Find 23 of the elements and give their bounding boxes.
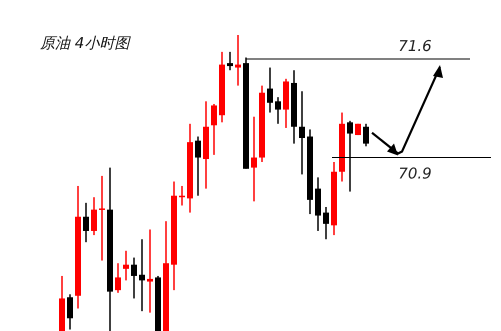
candlestick: [83, 202, 89, 243]
candlestick: [147, 228, 153, 314]
candlestick: [131, 256, 137, 300]
candlestick: [211, 103, 217, 156]
text: 71.6: [398, 36, 432, 55]
candlestick: [267, 66, 273, 114]
candlestick: [123, 250, 129, 282]
candlestick: [323, 206, 329, 240]
chart-title: 原油 4小时图: [40, 34, 132, 52]
text: 70.9: [398, 164, 432, 183]
candlestick: [275, 96, 281, 125]
candlestick: [235, 34, 241, 86]
candlestick: [67, 294, 73, 330]
candlestick: [115, 262, 121, 294]
candlestick: [195, 136, 201, 196]
candlestick: [299, 90, 305, 176]
candlestick: [179, 185, 185, 206]
candlestick: [227, 51, 233, 71]
candlestick: [91, 196, 97, 236]
candlestick: [363, 123, 369, 148]
candlestick: [251, 116, 257, 202]
candlestick: [139, 238, 145, 312]
candlestick: [99, 175, 105, 262]
